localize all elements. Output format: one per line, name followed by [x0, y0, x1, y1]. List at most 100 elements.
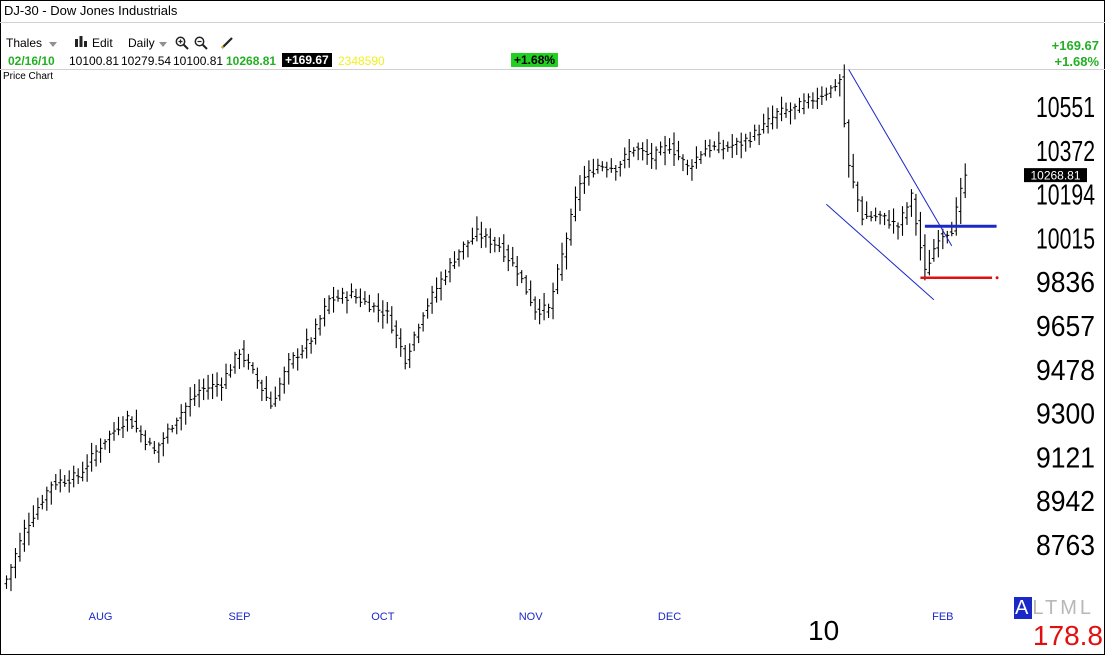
- ohlc-bar: [492, 236, 497, 253]
- x-axis: AUG SEP OCT NOV DEC FEB: [89, 611, 954, 623]
- ohlc-bar: [192, 383, 197, 406]
- ohlc-bar: [913, 193, 918, 236]
- quote-volume: 2348590: [338, 54, 385, 68]
- ohlc-bar: [595, 158, 600, 174]
- ohlc-bar: [672, 132, 677, 166]
- panel-label: Price Chart: [3, 71, 54, 82]
- edit-button[interactable]: Edit: [92, 36, 113, 50]
- ohlc-bar: [376, 293, 381, 323]
- ohlc-bar: [649, 142, 654, 169]
- ohlc-bar: [147, 437, 152, 446]
- ohlc-bar: [855, 181, 860, 213]
- ohlc-bar: [869, 211, 874, 222]
- indicator-letters[interactable]: ALTML: [1014, 597, 1094, 620]
- ohlc-bar: [927, 249, 932, 276]
- zoom-out-icon[interactable]: [194, 36, 208, 53]
- indicator-letter-l[interactable]: L: [1032, 597, 1045, 619]
- summary-change-percent: +1.68%: [1054, 54, 1099, 69]
- pencil-draw-icon[interactable]: [220, 36, 234, 53]
- ohlc-bar: [797, 97, 802, 113]
- ohlc-bar: [707, 139, 712, 158]
- ohlc-bar: [13, 548, 18, 579]
- indicator-letter-t[interactable]: T: [1044, 597, 1061, 619]
- indicator-letter-a[interactable]: A: [1014, 597, 1033, 619]
- ohlc-bar: [232, 351, 237, 374]
- user-dropdown-chevron-icon[interactable]: [49, 42, 57, 47]
- ohlc-bar: [31, 505, 36, 528]
- ohlc-bar: [380, 300, 385, 329]
- ohlc-bar: [501, 234, 506, 263]
- ohlc-bar: [461, 241, 466, 260]
- ohlc-bar: [250, 362, 255, 374]
- quote-high: 10279.54: [121, 54, 172, 68]
- ohlc-bar: [362, 291, 367, 305]
- ohlc-bar: [560, 242, 565, 281]
- ohlc-bar: [497, 237, 502, 253]
- ohlc-bar: [833, 79, 838, 92]
- channel-upper-line: [848, 69, 953, 247]
- ohlc-bar: [138, 425, 143, 443]
- ohlc-bar: [896, 222, 901, 240]
- ohlc-bar: [358, 288, 363, 308]
- ohlc-bar: [8, 564, 13, 592]
- ohlc-bar: [237, 349, 242, 370]
- y-axis: 8763 8942 9121 9300 9478 9657 9836 10015 10194 10…: [1036, 92, 1095, 562]
- ohlc-bar: [725, 141, 730, 152]
- ohlc-bar: [4, 575, 9, 589]
- ohlc-bar: [112, 422, 117, 441]
- quote-open: 10100.81: [69, 54, 120, 68]
- ohlc-bar: [784, 102, 789, 118]
- ohlc-bar: [640, 142, 645, 161]
- ohlc-bar: [577, 175, 582, 211]
- ohlc-bar: [806, 93, 811, 109]
- ohlc-bar: [268, 391, 273, 409]
- zoom-in-icon[interactable]: [175, 36, 189, 53]
- ohlc-bar: [165, 423, 170, 444]
- ohlc-bar: [416, 323, 421, 344]
- ohlc-bar: [286, 353, 291, 385]
- panel-separator: [0, 69, 1105, 70]
- ohlc-bar: [618, 160, 623, 177]
- ohlc-bar: [22, 519, 27, 552]
- ohlc-bar: [80, 461, 85, 482]
- ohlc-bar: [568, 208, 573, 246]
- ohlc-bar: [179, 404, 184, 431]
- ohlc-bar: [170, 424, 175, 433]
- ohlc-bar: [443, 269, 448, 286]
- ohlc-bar: [748, 131, 753, 148]
- period-select[interactable]: Daily: [128, 36, 155, 50]
- y-tick-label: 10372: [1036, 136, 1095, 168]
- ohlc-bar: [842, 64, 847, 128]
- last-price-marker: 10268.81: [1024, 168, 1087, 183]
- price-bars: [4, 64, 968, 592]
- ohlc-bar: [161, 432, 166, 457]
- ohlc-bar: [143, 430, 148, 451]
- ohlc-bar: [483, 228, 488, 248]
- indicator-letter-m[interactable]: M: [1060, 597, 1080, 619]
- period-dropdown-chevron-icon[interactable]: [159, 42, 167, 47]
- ohlc-bar: [506, 244, 511, 272]
- ohlc-bar: [188, 387, 193, 417]
- bar-chart-icon[interactable]: [74, 36, 88, 50]
- ohlc-bar: [680, 154, 685, 172]
- ohlc-bar: [882, 212, 887, 226]
- ohlc-bar: [67, 470, 72, 493]
- ohlc-bar: [573, 186, 578, 222]
- user-name-label: Thales: [6, 36, 43, 50]
- ohlc-bar: [394, 320, 399, 349]
- toolbar: Thales Edit Daily: [0, 34, 700, 52]
- ohlc-bar: [322, 298, 327, 327]
- ohlc-bar: [71, 465, 76, 488]
- ohlc-bar: [824, 87, 829, 101]
- ohlc-bar: [537, 299, 542, 325]
- ohlc-bar: [739, 132, 744, 159]
- year-label: 10: [808, 615, 840, 646]
- ohlc-bar: [389, 306, 394, 334]
- ohlc-bar: [564, 232, 569, 270]
- indicator-letter-l2[interactable]: L: [1079, 597, 1094, 619]
- ohlc-bar: [304, 328, 309, 359]
- ohlc-bar: [264, 376, 269, 401]
- ohlc-bar: [600, 161, 605, 172]
- summary-change: +169.67 +1.68%: [1052, 38, 1099, 70]
